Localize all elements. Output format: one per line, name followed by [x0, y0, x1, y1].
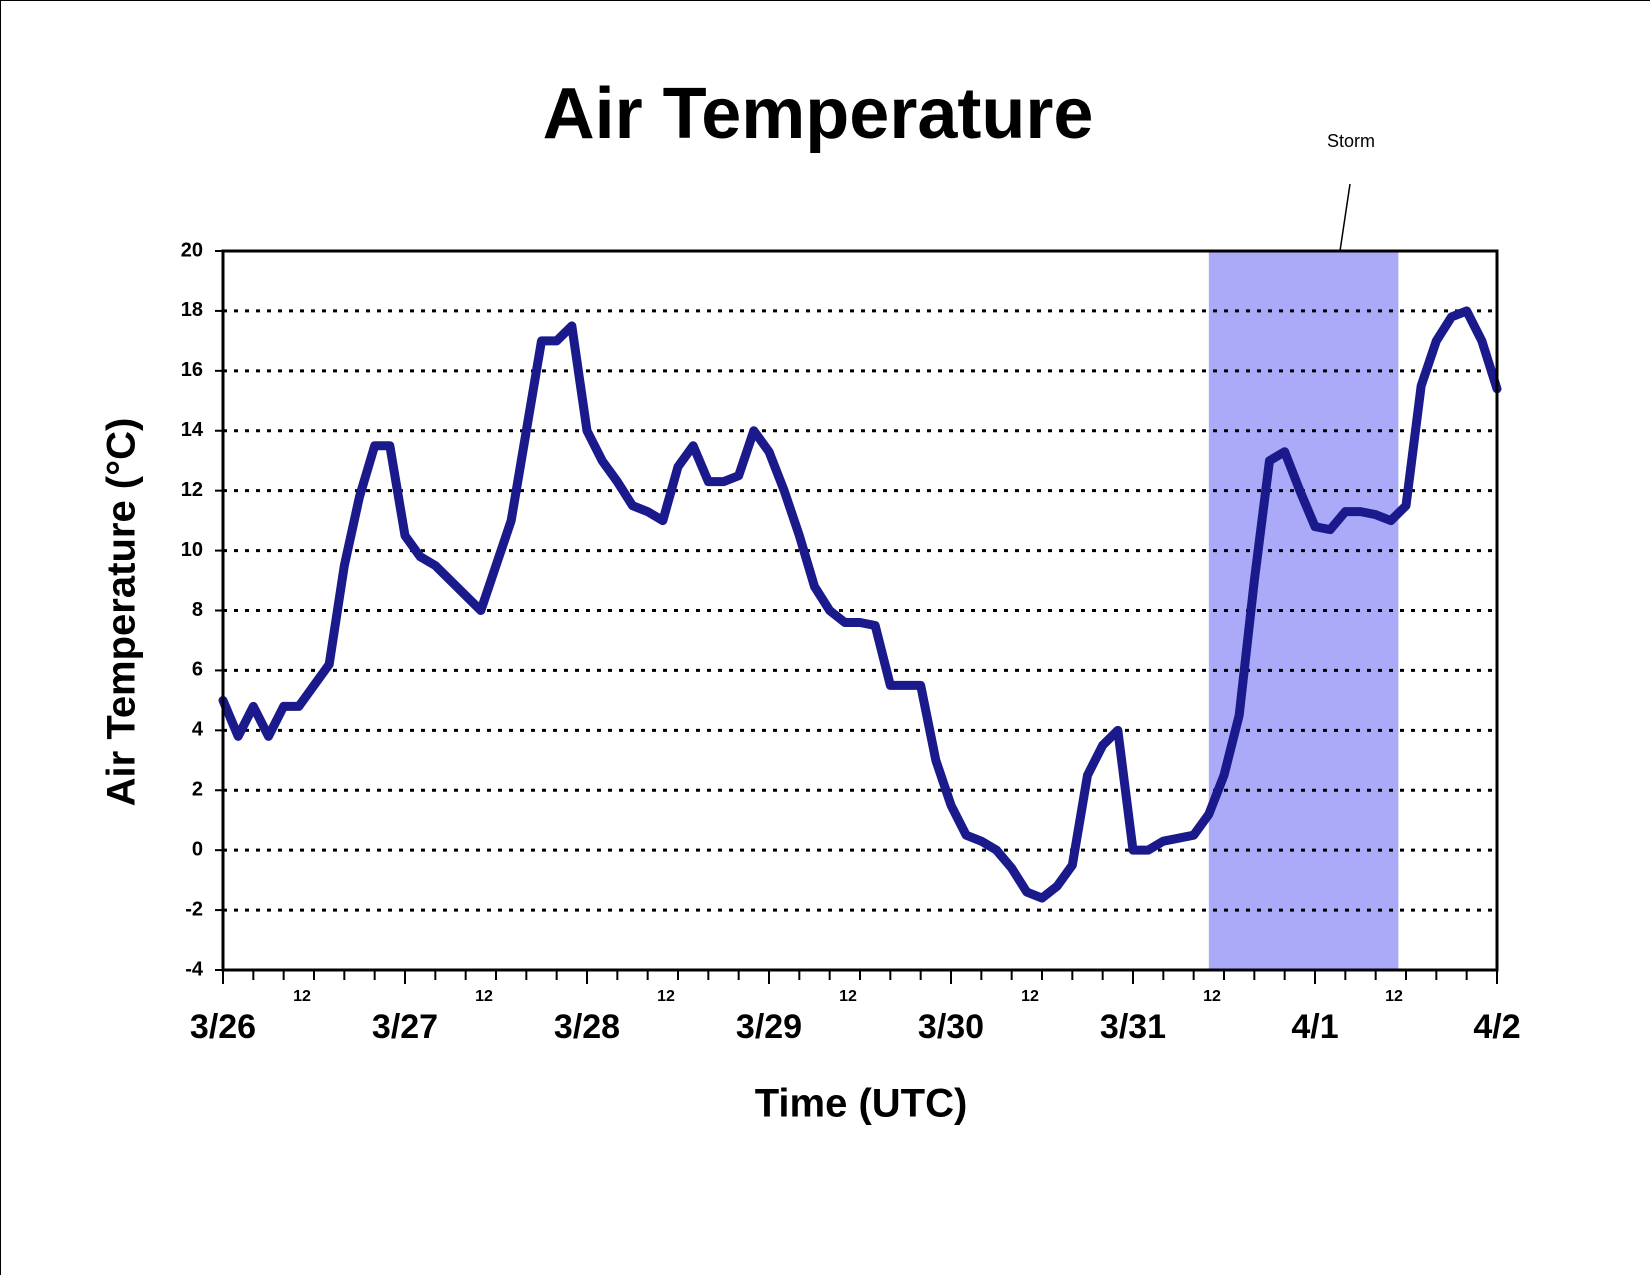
x-hour-label: 12	[293, 988, 311, 1005]
y-tick-label: -2	[185, 898, 203, 920]
y-tick-label: -4	[185, 958, 204, 980]
annotation: Storm	[1327, 131, 1375, 151]
x-tick-label: 3/27	[372, 1008, 438, 1046]
x-tick-label: 3/31	[1100, 1008, 1166, 1046]
y-tick-label: 0	[192, 838, 203, 860]
chart-title: Air Temperature	[543, 74, 1094, 154]
annotation-leader	[1340, 184, 1350, 251]
y-tick-label: 10	[181, 539, 203, 561]
x-hour-label: 12	[839, 988, 857, 1005]
y-tick-label: 4	[192, 719, 204, 741]
y-tick-label: 18	[181, 299, 203, 321]
x-tick-label: 4/1	[1291, 1008, 1338, 1046]
y-tick-label: 16	[181, 359, 203, 381]
x-axis-title: Time (UTC)	[755, 1082, 968, 1126]
y-tick-label: 6	[192, 659, 203, 681]
x-hour-label: 12	[1385, 988, 1403, 1005]
y-tick-label: 8	[192, 599, 203, 621]
x-tick-label: 3/28	[554, 1008, 620, 1046]
x-hour-label: 12	[1021, 988, 1039, 1005]
x-tick-label: 3/30	[918, 1008, 984, 1046]
x-hour-label: 12	[657, 988, 675, 1005]
x-hour-label: 12	[475, 988, 493, 1005]
y-axis-title: Air Temperature (°C)	[100, 418, 144, 807]
y-tick-label: 20	[181, 239, 203, 261]
y-tick-label: 2	[192, 779, 203, 801]
x-tick-label: 3/29	[736, 1008, 802, 1046]
y-tick-label: 14	[181, 419, 204, 441]
x-tick-label: 4/2	[1473, 1008, 1520, 1046]
x-hour-label: 12	[1203, 988, 1221, 1005]
x-tick-label: 3/26	[190, 1008, 256, 1046]
y-tick-label: 12	[181, 479, 203, 501]
